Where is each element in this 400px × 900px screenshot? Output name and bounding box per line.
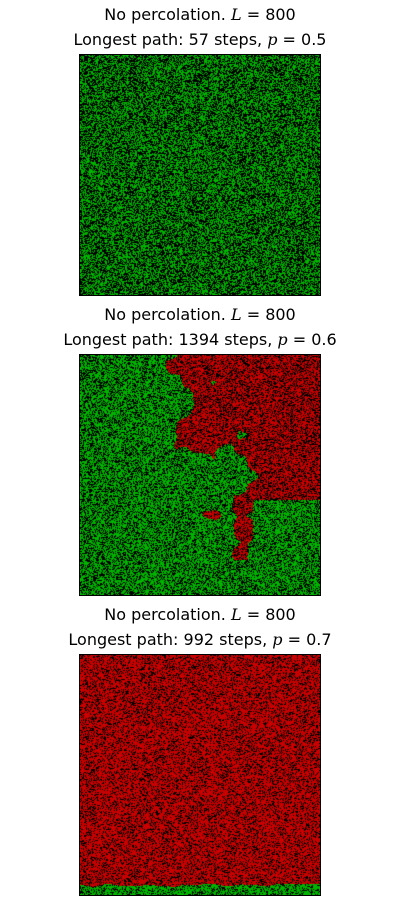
steps-unit: steps, bbox=[214, 30, 263, 49]
lattice-plot-2 bbox=[79, 354, 321, 596]
status-text: No percolation. bbox=[104, 305, 226, 324]
p-symbol: p bbox=[267, 30, 278, 49]
p-value: 0.7 bbox=[306, 630, 332, 649]
steps-unit: steps, bbox=[219, 630, 268, 649]
steps-value: 57 bbox=[188, 30, 209, 49]
chart-title-line-1: No percolation. L = 800 bbox=[104, 5, 296, 24]
l-value: 800 bbox=[265, 605, 296, 624]
chart-title-line-2: Longest path: 1394 steps, p = 0.6 bbox=[63, 330, 337, 349]
chart-title-line-2: Longest path: 992 steps, p = 0.7 bbox=[68, 630, 332, 649]
status-text: No percolation. bbox=[104, 5, 226, 24]
p-symbol: p bbox=[272, 630, 283, 649]
chart-title-line-1: No percolation. L = 800 bbox=[104, 305, 296, 324]
l-value: 800 bbox=[265, 305, 296, 324]
lattice-plot-3 bbox=[79, 654, 321, 896]
l-value: 800 bbox=[265, 5, 296, 24]
p-value: 0.6 bbox=[311, 330, 337, 349]
status-text: No percolation. bbox=[104, 605, 226, 624]
steps-value: 1394 bbox=[178, 330, 220, 349]
l-symbol: L bbox=[230, 5, 242, 24]
chart-title-line-1: No percolation. L = 800 bbox=[104, 605, 296, 624]
chart-title-line-2: Longest path: 57 steps, p = 0.5 bbox=[73, 30, 327, 49]
lattice-heatmap-1 bbox=[80, 55, 320, 295]
p-symbol: p bbox=[277, 330, 288, 349]
l-symbol: L bbox=[230, 305, 242, 324]
path-prefix: Longest path: bbox=[73, 30, 184, 49]
lattice-heatmap-3 bbox=[80, 655, 320, 895]
lattice-heatmap-2 bbox=[80, 355, 320, 595]
steps-value: 992 bbox=[183, 630, 215, 649]
path-prefix: Longest path: bbox=[68, 630, 179, 649]
lattice-plot-1 bbox=[79, 54, 321, 296]
path-prefix: Longest path: bbox=[63, 330, 174, 349]
l-symbol: L bbox=[230, 605, 242, 624]
p-value: 0.5 bbox=[301, 30, 327, 49]
steps-unit: steps, bbox=[224, 330, 273, 349]
